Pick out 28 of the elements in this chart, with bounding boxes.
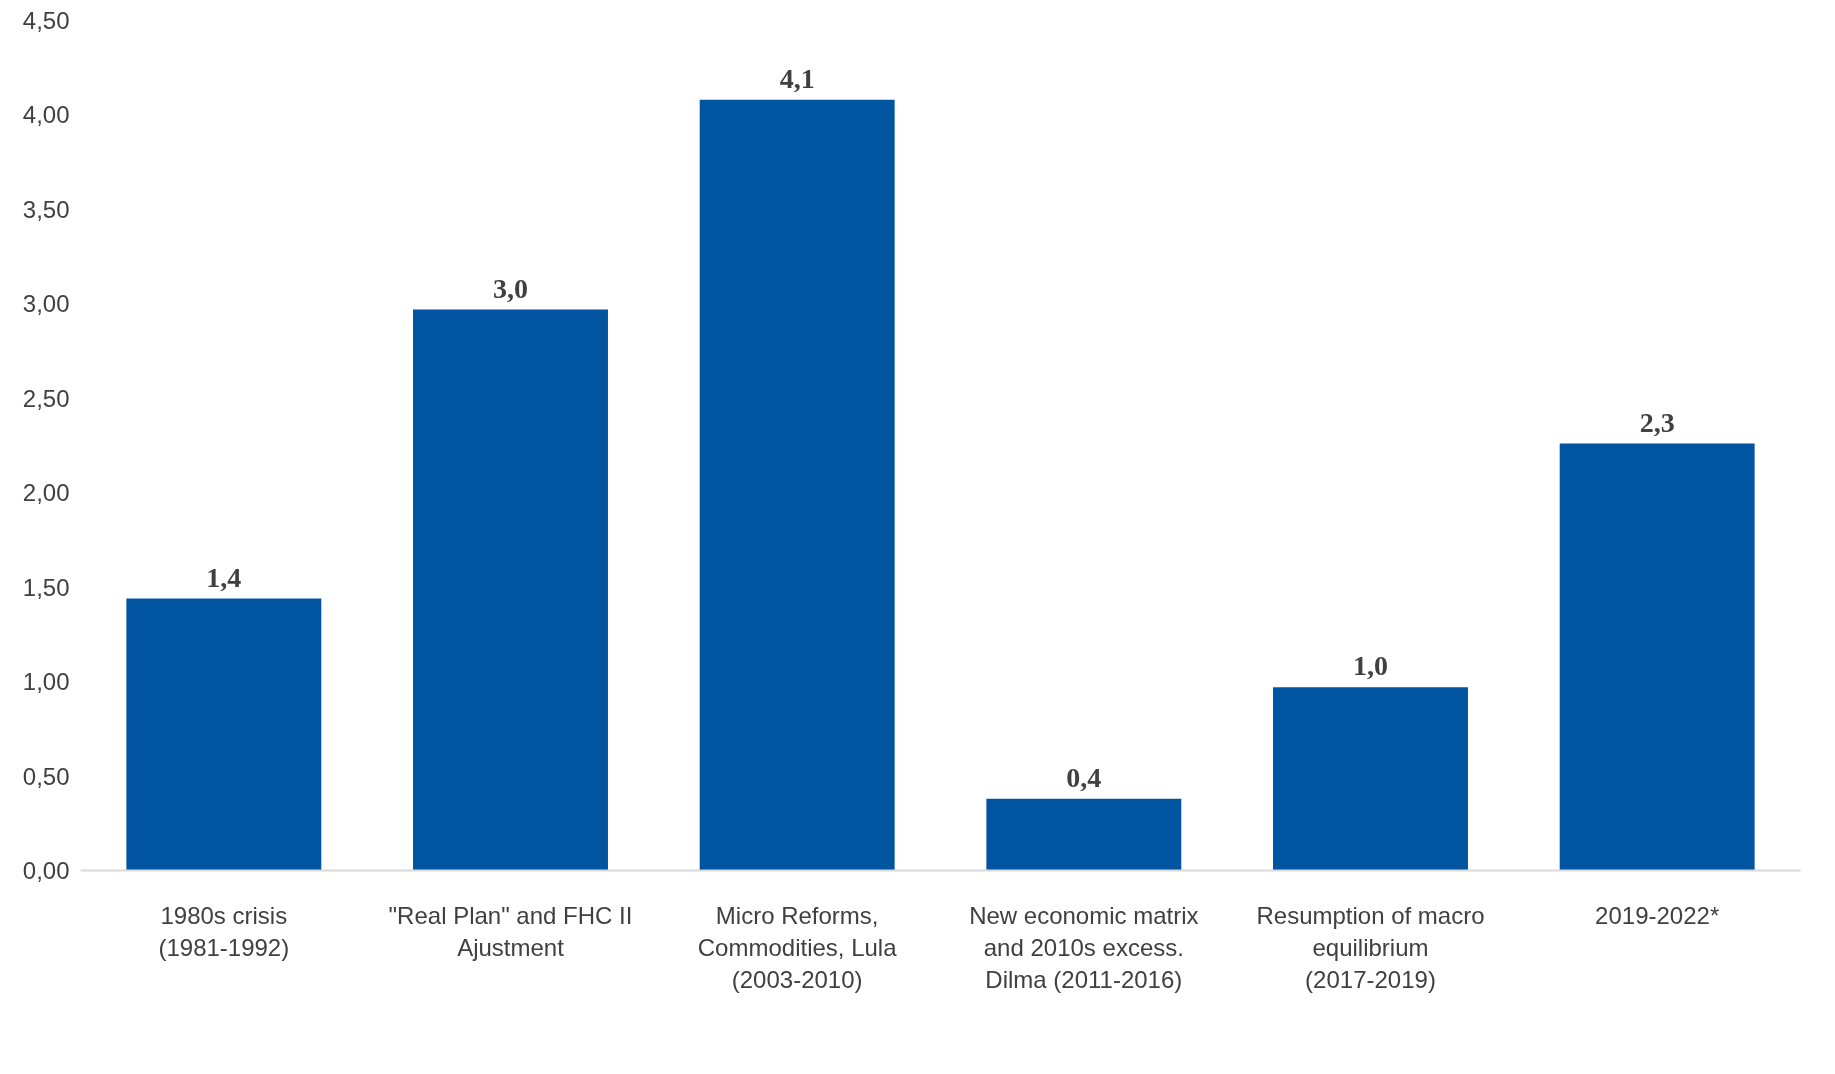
data-label: 1,4 (206, 561, 242, 593)
x-tick-label: New economic matrix and 2010s excess. Dilma (2011-2016) (969, 901, 1199, 994)
y-tick-label: 0,50 (22, 762, 70, 790)
x-tick-label: 1980s crisis (1981-1992) (158, 901, 290, 961)
y-tick-label: 1,00 (22, 668, 70, 696)
bar (1559, 443, 1755, 871)
data-label: 2,3 (1639, 406, 1675, 438)
data-label: 1,0 (1353, 650, 1388, 682)
y-tick-label: 2,50 (22, 384, 70, 412)
y-tick-label: 0,00 (22, 857, 70, 884)
y-tick-label: 3,50 (22, 195, 70, 223)
data-label: 0,4 (1066, 761, 1102, 793)
x-tick-label: Resumption of macro equilibrium (2017-2019) (1256, 901, 1485, 994)
bar (126, 598, 322, 871)
y-tick-label: 3,00 (22, 290, 70, 318)
data-label: 4,1 (779, 62, 815, 94)
x-tick-label: 2019-2022* (1595, 901, 1720, 929)
y-tick-label: 2,00 (22, 479, 70, 507)
x-tick-label: Micro Reforms, Commodities, Lula (2003-2010) (697, 901, 898, 994)
y-tick-label: 4,50 (22, 7, 70, 34)
bar (699, 99, 895, 871)
x-tick-label: "Real Plan" and FHC II Ajustment (388, 901, 633, 961)
bar (1273, 687, 1468, 871)
y-tick-label: 1,50 (22, 573, 70, 601)
bar (986, 798, 1182, 871)
y-tick-label: 4,00 (22, 101, 70, 129)
data-label: 3,0 (493, 272, 528, 304)
bar (413, 309, 608, 871)
